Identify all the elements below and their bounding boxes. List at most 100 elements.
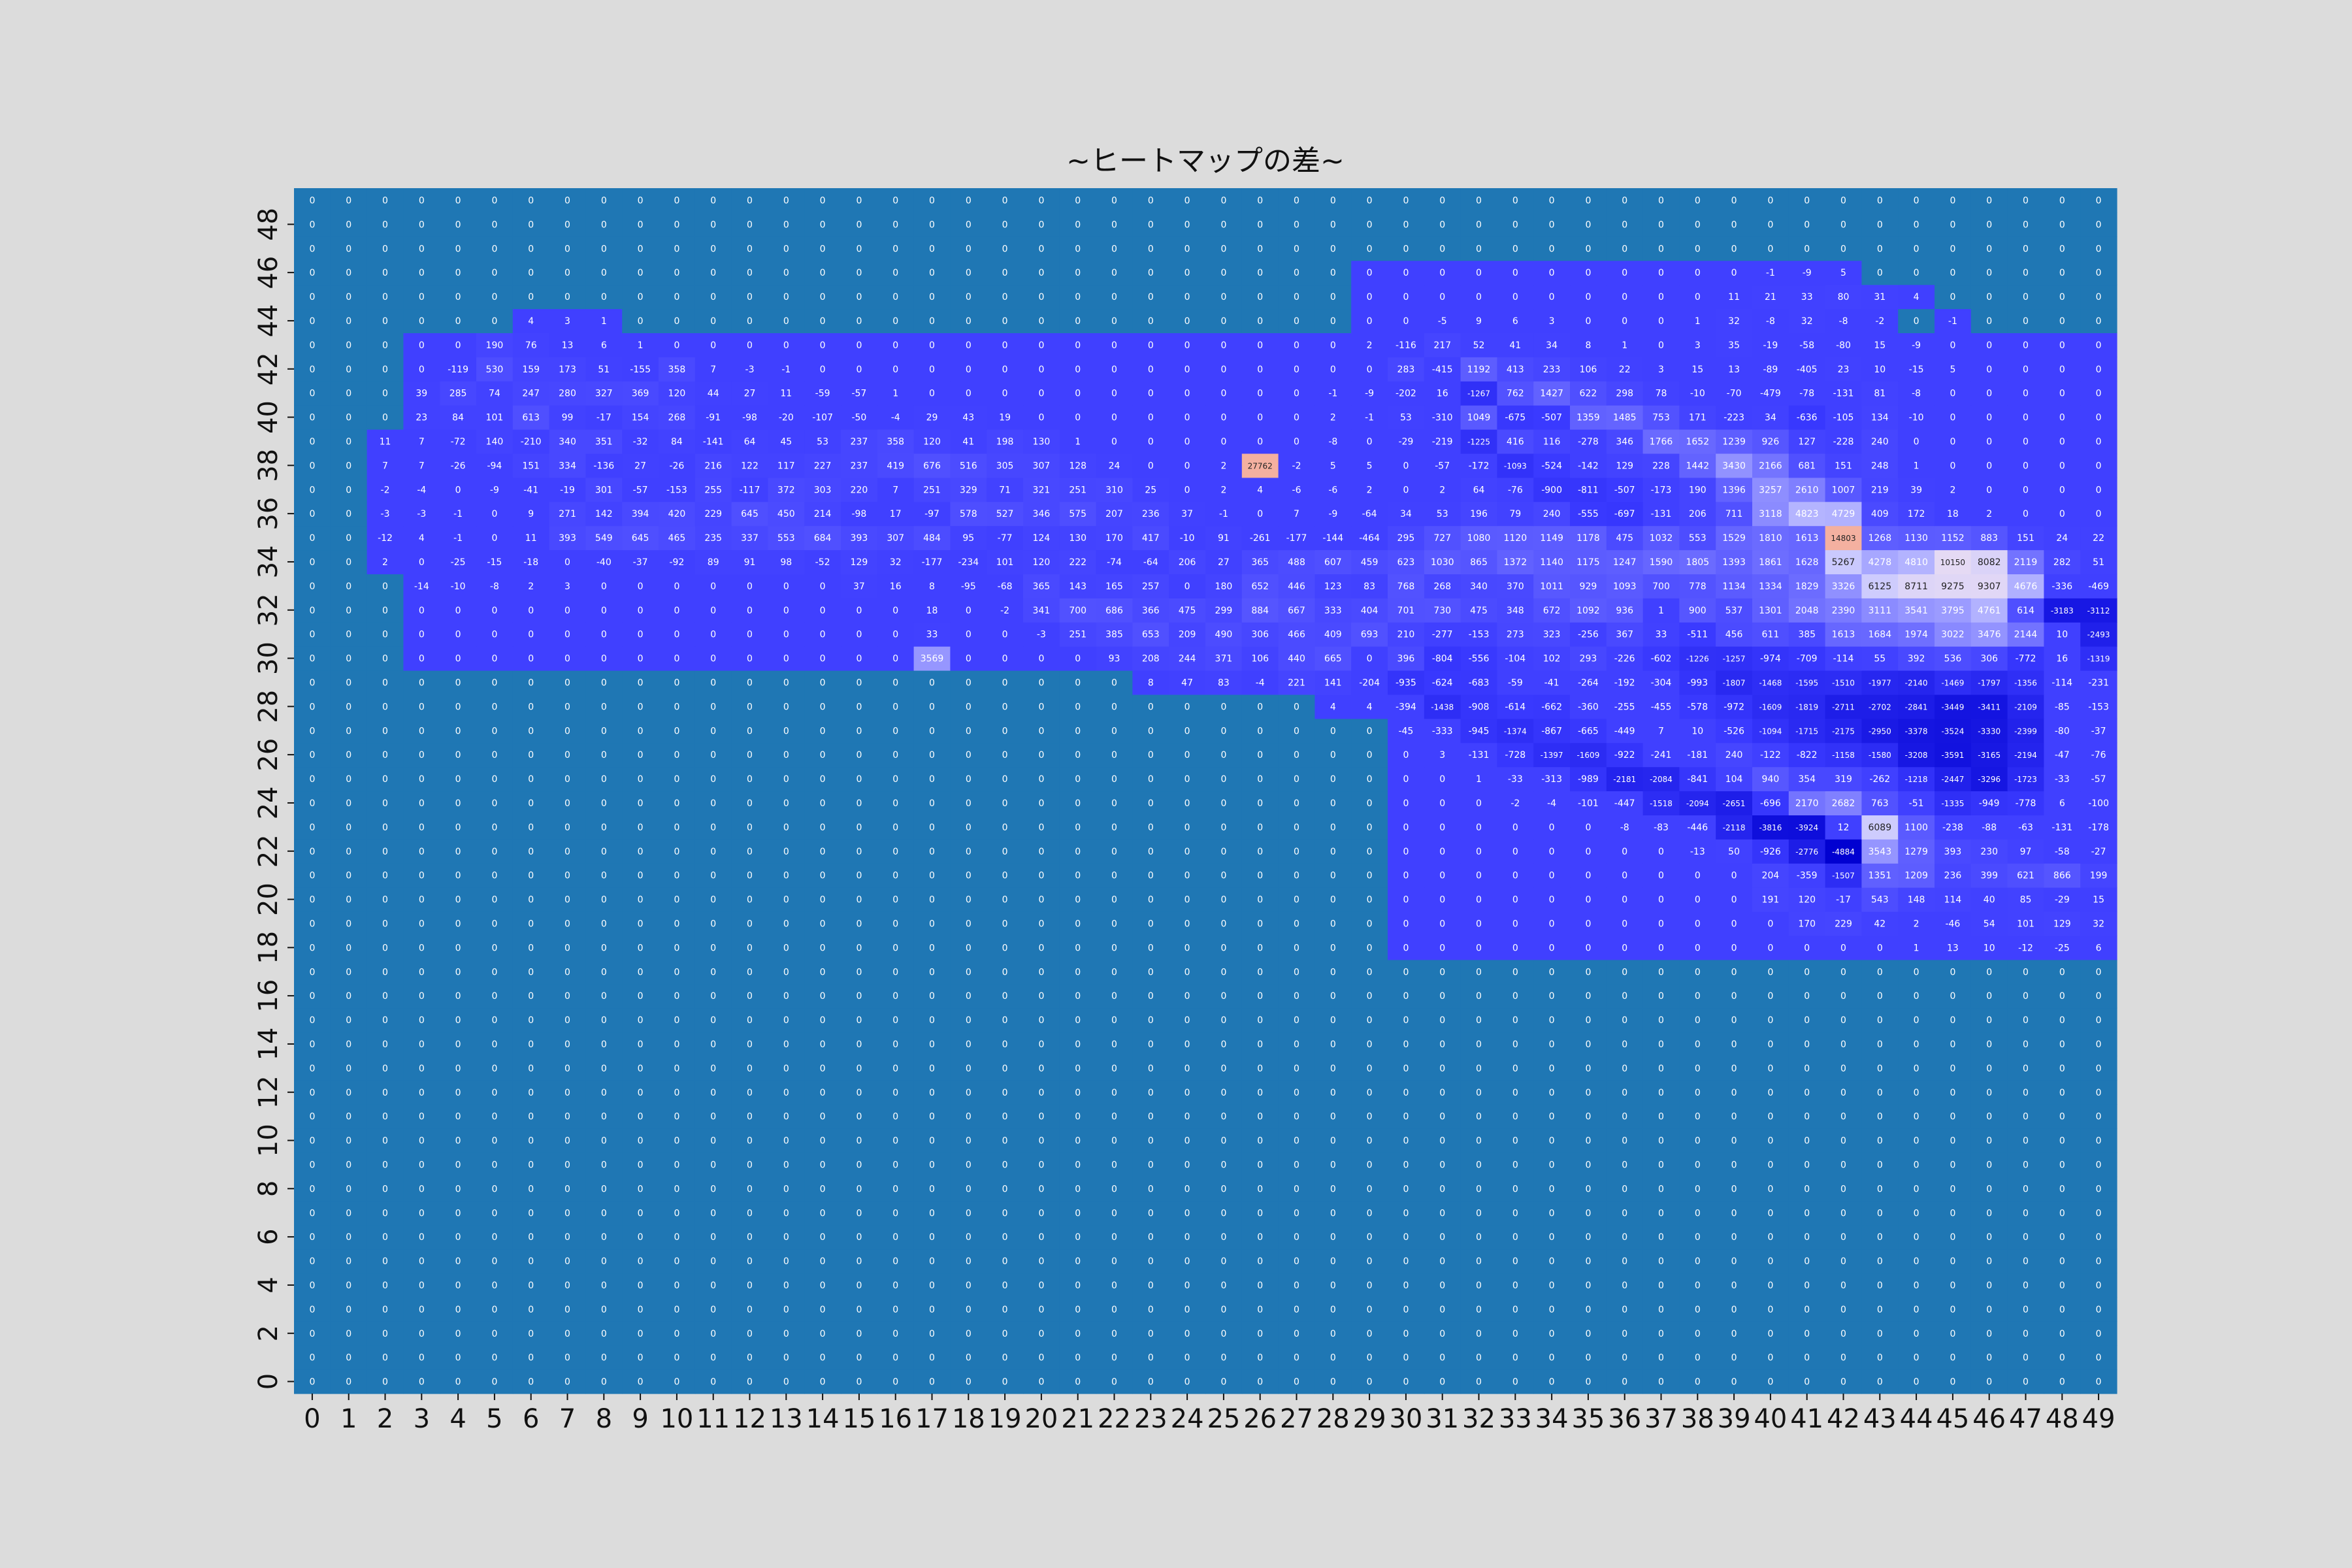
cell-value-label: 0 <box>382 340 388 351</box>
heatmap-cell <box>913 1032 951 1056</box>
heatmap-cell <box>1388 1345 1425 1370</box>
heatmap-cell <box>1241 1321 1279 1346</box>
cell-value-label: 0 <box>1731 919 1737 929</box>
heatmap-cell <box>1716 1200 1753 1226</box>
heatmap-cell <box>1241 1345 1279 1370</box>
cell-value-label: 0 <box>1658 1112 1664 1122</box>
cell-value-label: 0 <box>1184 1184 1190 1194</box>
cell-value-label: -104 <box>1505 654 1526 664</box>
cell-value-label: 6 <box>601 340 607 351</box>
cell-value-label: 0 <box>856 1305 862 1315</box>
cell-value-label: 0 <box>1075 389 1081 399</box>
heatmap-cell <box>768 1128 805 1153</box>
cell-value-label: 0 <box>1148 292 1154 302</box>
cell-value-label: -8 <box>1839 316 1848 327</box>
cell-value-label: 0 <box>2023 1256 2029 1267</box>
heatmap-cell <box>1241 1249 1279 1274</box>
cell-value-label: 0 <box>929 1232 935 1243</box>
cell-value-label: 0 <box>1002 1112 1008 1122</box>
cell-value-label: 0 <box>309 1184 315 1194</box>
cell-value-label: 229 <box>704 509 722 519</box>
cell-value-label: 0 <box>2023 991 2029 1002</box>
heatmap-cell <box>877 959 915 985</box>
cell-value-label: 0 <box>966 726 972 736</box>
cell-value-label: 0 <box>564 991 570 1002</box>
heatmap-cell <box>1752 959 1789 985</box>
cell-value-label: 0 <box>528 606 534 616</box>
cell-value-label: 0 <box>419 774 425 785</box>
heatmap-cell <box>1642 1056 1680 1081</box>
heatmap-cell <box>1788 1007 1826 1033</box>
cell-value-label: 0 <box>1622 919 1627 929</box>
heatmap-cell <box>367 1200 404 1226</box>
cell-value-label: 2390 <box>1832 606 1855 616</box>
heatmap-cell <box>950 1345 987 1370</box>
heatmap-cell <box>1388 1273 1425 1298</box>
cell-value-label: 0 <box>1950 340 1955 351</box>
cell-value-label: 0 <box>966 340 972 351</box>
cell-value-label: 3111 <box>1868 606 1891 616</box>
cell-value-label: 0 <box>1367 365 1373 375</box>
cell-value-label: 0 <box>966 1112 972 1122</box>
cell-value-label: -2447 <box>1941 775 1964 784</box>
heatmap-cell <box>1642 1273 1680 1298</box>
cell-value-label: 420 <box>668 509 686 519</box>
heatmap-cell <box>1570 983 1607 1009</box>
heatmap-cell <box>1315 1345 1352 1370</box>
cell-value-label: 0 <box>1075 413 1081 423</box>
cell-value-label: 0 <box>1585 1064 1591 1074</box>
cell-value-label: 3 <box>1549 316 1555 327</box>
heatmap-cell <box>1898 1249 1935 1274</box>
heatmap-cell <box>2007 1321 2044 1346</box>
cell-value-label: 0 <box>1695 268 1701 278</box>
cell-value-label: 80 <box>1838 292 1850 302</box>
heatmap-cell <box>1570 1249 1607 1274</box>
cell-value-label: 0 <box>309 750 315 760</box>
cell-value-label: 0 <box>1549 991 1555 1002</box>
cell-value-label: 3 <box>1658 365 1664 375</box>
heatmap-cell <box>403 983 440 1009</box>
cell-value-label: 0 <box>783 798 789 809</box>
cell-value-label: 4761 <box>1978 606 2001 616</box>
heatmap-cell <box>1898 1273 1935 1298</box>
cell-value-label: 0 <box>892 774 898 785</box>
cell-value-label: 0 <box>674 702 679 712</box>
cell-value-label: 0 <box>892 292 898 302</box>
heatmap-cell <box>512 911 550 936</box>
cell-value-label: 0 <box>1002 1160 1008 1170</box>
heatmap-cell <box>1205 1224 1243 1250</box>
heatmap-cell <box>659 1128 696 1153</box>
cell-value-label: 0 <box>1148 195 1154 206</box>
heatmap-cell <box>1315 983 1352 1009</box>
cell-value-label: 0 <box>382 1232 388 1243</box>
cell-value-label: -19 <box>560 485 575 495</box>
heatmap-cell <box>1205 935 1243 960</box>
cell-value-label: 0 <box>346 943 351 953</box>
heatmap-cell <box>804 1007 841 1033</box>
cell-value-label: 0 <box>1658 1088 1664 1098</box>
heatmap-cell <box>2080 1249 2117 1274</box>
cell-value-label: -3591 <box>1941 751 1964 760</box>
heatmap-cell <box>877 1273 915 1298</box>
heatmap-cell <box>1351 1152 1388 1177</box>
cell-value-label: -57 <box>2091 774 2106 785</box>
cell-value-label: 3476 <box>1978 630 2001 640</box>
heatmap-cell <box>913 1249 951 1274</box>
heatmap-cell <box>1132 959 1169 985</box>
heatmap-cell <box>804 911 841 936</box>
cell-value-label: 0 <box>710 1377 716 1388</box>
cell-value-label: 0 <box>346 220 351 230</box>
cell-value-label: 0 <box>1512 1112 1518 1122</box>
heatmap-cell <box>1205 1152 1243 1177</box>
cell-value-label: 13 <box>562 340 574 351</box>
cell-value-label: 0 <box>601 919 607 929</box>
heatmap-cell <box>694 1200 732 1226</box>
cell-value-label: 0 <box>1038 871 1044 881</box>
cell-value-label: 0 <box>1767 244 1773 254</box>
cell-value-label: 0 <box>382 871 388 881</box>
cell-value-label: 0 <box>309 1160 315 1170</box>
heatmap-cell <box>659 911 696 936</box>
heatmap-cell <box>1825 1200 1862 1226</box>
cell-value-label: -2 <box>381 485 390 495</box>
cell-value-label: 0 <box>1367 750 1373 760</box>
